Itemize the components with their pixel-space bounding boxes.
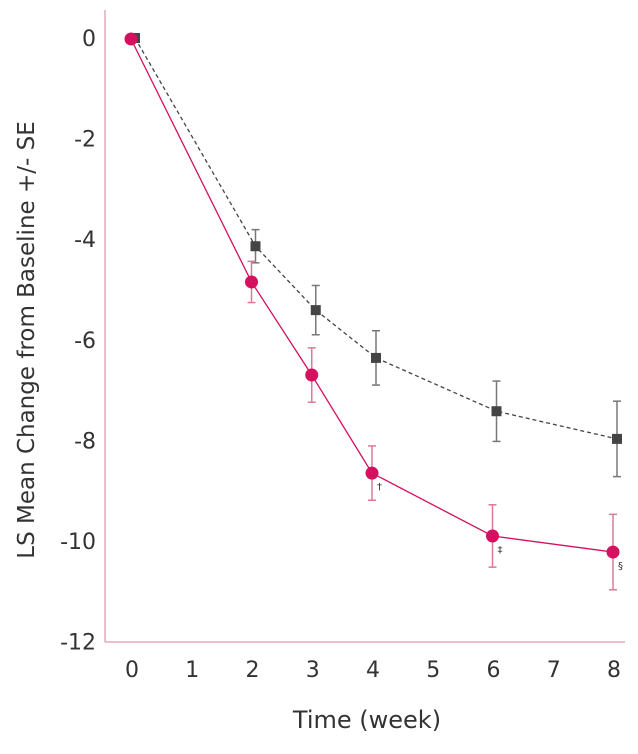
x-tick-label: 0 <box>125 658 139 683</box>
x-tick-label: 7 <box>547 658 561 683</box>
data-point <box>250 241 261 252</box>
x-axis-label: Time (week) <box>292 706 441 734</box>
data-annotation: § <box>618 561 623 572</box>
data-point <box>245 275 258 289</box>
data-point <box>305 368 319 382</box>
y-tick-label: -4 <box>74 228 96 253</box>
x-tick-label: 3 <box>306 658 320 683</box>
data-point <box>612 433 622 444</box>
y-axis-label: LS Mean Change from Baseline +/- SE <box>14 121 40 559</box>
series-line <box>130 38 614 553</box>
x-tick-label: 4 <box>366 658 380 683</box>
y-tick-label: -12 <box>60 631 96 656</box>
data-point <box>486 529 499 543</box>
data-annotation: ‡ <box>498 545 503 556</box>
series-line <box>134 37 618 440</box>
data-point <box>491 406 502 417</box>
data-point <box>124 32 138 46</box>
y-tick-label: -8 <box>74 429 96 454</box>
data-point <box>365 466 379 480</box>
y-tick-label: -6 <box>74 329 96 354</box>
x-tick-label: 6 <box>487 658 501 683</box>
x-tick-label: 5 <box>426 658 440 683</box>
series-comparator <box>130 33 622 478</box>
data-annotation: † <box>377 482 382 493</box>
y-tick-label: -10 <box>60 530 96 555</box>
series-treatment: † ‡ § <box>124 32 623 591</box>
y-tick-label: -2 <box>74 128 96 153</box>
x-tick-label: 2 <box>246 658 260 683</box>
x-tick-label: 1 <box>185 658 199 683</box>
data-point <box>371 352 381 363</box>
x-tick-label: 8 <box>607 658 621 683</box>
y-tick-label: 0 <box>82 27 96 52</box>
data-point <box>310 305 321 316</box>
data-point <box>606 545 620 559</box>
